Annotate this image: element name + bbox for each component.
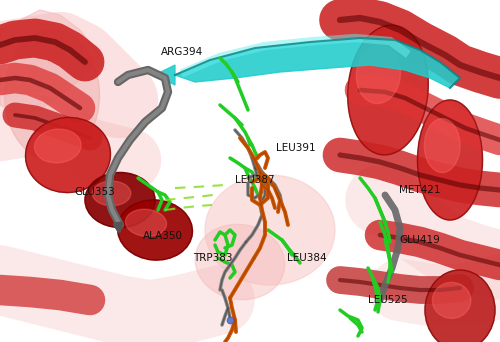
Ellipse shape [118,200,192,260]
Text: ALA350: ALA350 [143,231,183,241]
Ellipse shape [432,282,471,318]
Ellipse shape [418,100,482,220]
Ellipse shape [425,270,495,342]
Ellipse shape [195,224,285,300]
Text: LEU387: LEU387 [235,175,275,185]
Text: TRP383: TRP383 [193,253,233,263]
Text: GLU419: GLU419 [400,235,440,245]
Text: LEU391: LEU391 [276,143,316,153]
Ellipse shape [92,181,131,206]
Text: ARG394: ARG394 [161,47,203,57]
Ellipse shape [348,25,428,155]
Ellipse shape [126,209,166,236]
Polygon shape [0,10,100,115]
Ellipse shape [424,119,460,173]
Ellipse shape [205,175,335,285]
Ellipse shape [356,45,401,104]
Ellipse shape [85,172,155,227]
Ellipse shape [26,117,110,193]
Text: LEU384: LEU384 [287,253,327,263]
Polygon shape [155,65,175,85]
Ellipse shape [4,30,100,160]
Polygon shape [175,38,460,88]
Text: GLU353: GLU353 [74,187,116,197]
Text: MET421: MET421 [399,185,441,195]
Ellipse shape [34,129,81,163]
Text: LEU525: LEU525 [368,295,408,305]
